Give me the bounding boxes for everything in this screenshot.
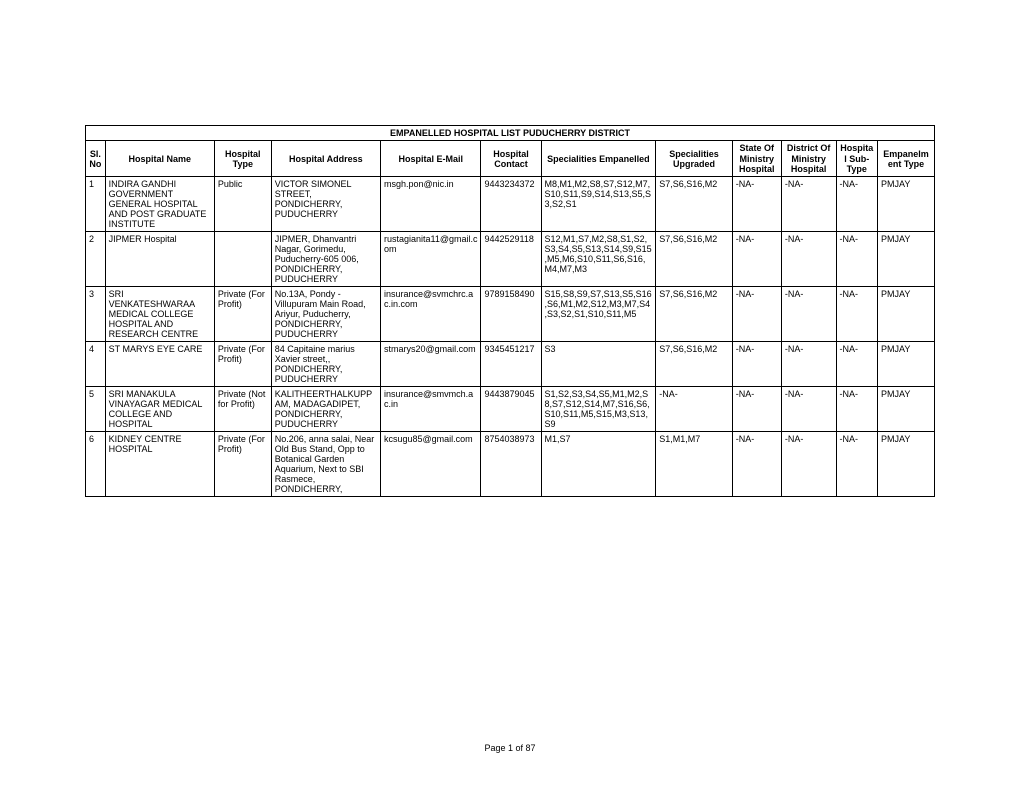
cell-sub-type: -NA- [836,287,878,342]
cell-dist-min: -NA- [781,287,836,342]
col-sl: Sl. No [86,141,106,177]
cell-email: stmarys20@gmail.com [380,342,481,387]
cell-sl: 5 [86,387,106,432]
table-body: 1 INDIRA GANDHI GOVERNMENT GENERAL HOSPI… [86,177,935,497]
cell-sl: 1 [86,177,106,232]
cell-emp-type: PMJAY [878,232,935,287]
cell-dist-min: -NA- [781,177,836,232]
header-row: Sl. No Hospital Name Hospital Type Hospi… [86,141,935,177]
cell-name: ST MARYS EYE CARE [105,342,214,387]
col-type: Hospital Type [214,141,271,177]
cell-sub-type: -NA- [836,387,878,432]
document-page: EMPANELLED HOSPITAL LIST PUDUCHERRY DIST… [0,0,1020,537]
table-row: 3 SRI VENKATESHWARAA MEDICAL COLLEGE HOS… [86,287,935,342]
cell-spec-upg: S1,M1,M7 [656,432,732,497]
col-contact: Hospital Contact [481,141,541,177]
cell-name: JIPMER Hospital [105,232,214,287]
cell-address: VICTOR SIMONEL STREET, PONDICHERRY, PUDU… [271,177,380,232]
cell-spec-emp: S15,S8,S9,S7,S13,S5,S16,S6,M1,M2,S12,M3,… [541,287,656,342]
cell-state-min: -NA- [732,387,781,432]
table-row: 6 KIDNEY CENTRE HOSPITAL Private (For Pr… [86,432,935,497]
cell-name: SRI VENKATESHWARAA MEDICAL COLLEGE HOSPI… [105,287,214,342]
cell-spec-emp: M8,M1,M2,S8,S7,S12,M7,S10,S11,S9,S14,S13… [541,177,656,232]
cell-sub-type: -NA- [836,342,878,387]
cell-email: insurance@svmchrc.ac.in.com [380,287,481,342]
table-row: 2 JIPMER Hospital JIPMER, Dhanvantri Nag… [86,232,935,287]
cell-state-min: -NA- [732,232,781,287]
cell-dist-min: -NA- [781,432,836,497]
cell-dist-min: -NA- [781,387,836,432]
cell-emp-type: PMJAY [878,177,935,232]
cell-emp-type: PMJAY [878,342,935,387]
cell-type: Private (For Profit) [214,432,271,497]
cell-spec-upg: S7,S6,S16,M2 [656,287,732,342]
cell-email: insurance@smvmch.ac.in [380,387,481,432]
cell-sub-type: -NA- [836,232,878,287]
cell-spec-emp: M1,S7 [541,432,656,497]
cell-type: Private (For Profit) [214,342,271,387]
cell-sub-type: -NA- [836,432,878,497]
col-dist-min: District Of Ministry Hospital [781,141,836,177]
cell-state-min: -NA- [732,432,781,497]
cell-emp-type: PMJAY [878,287,935,342]
cell-sl: 2 [86,232,106,287]
cell-spec-upg: S7,S6,S16,M2 [656,232,732,287]
table-title: EMPANELLED HOSPITAL LIST PUDUCHERRY DIST… [86,126,935,141]
cell-spec-emp: S12,M1,S7,M2,S8,S1,S2,S3,S4,S5,S13,S14,S… [541,232,656,287]
cell-name: KIDNEY CENTRE HOSPITAL [105,432,214,497]
cell-address: JIPMER, Dhanvantri Nagar, Gorimedu, Pudu… [271,232,380,287]
cell-contact: 9442529118 [481,232,541,287]
cell-sub-type: -NA- [836,177,878,232]
cell-contact: 9789158490 [481,287,541,342]
table-row: 1 INDIRA GANDHI GOVERNMENT GENERAL HOSPI… [86,177,935,232]
cell-emp-type: PMJAY [878,432,935,497]
cell-email: kcsugu85@gmail.com [380,432,481,497]
cell-contact: 9443234372 [481,177,541,232]
cell-spec-upg: S7,S6,S16,M2 [656,177,732,232]
table-head: EMPANELLED HOSPITAL LIST PUDUCHERRY DIST… [86,126,935,177]
cell-name: INDIRA GANDHI GOVERNMENT GENERAL HOSPITA… [105,177,214,232]
cell-state-min: -NA- [732,342,781,387]
cell-type: Public [214,177,271,232]
col-address: Hospital Address [271,141,380,177]
cell-state-min: -NA- [732,177,781,232]
cell-spec-upg: -NA- [656,387,732,432]
col-state-min: State Of Ministry Hospital [732,141,781,177]
cell-type: Private (For Profit) [214,287,271,342]
cell-dist-min: -NA- [781,342,836,387]
cell-sl: 4 [86,342,106,387]
col-name: Hospital Name [105,141,214,177]
col-spec-emp: Specialities Empanelled [541,141,656,177]
cell-state-min: -NA- [732,287,781,342]
cell-email: msgh.pon@nic.in [380,177,481,232]
cell-contact: 9345451217 [481,342,541,387]
cell-contact: 9443879045 [481,387,541,432]
cell-address: 84 Capitaine marius Xavier street,, POND… [271,342,380,387]
cell-name: SRI MANAKULA VINAYAGAR MEDICAL COLLEGE A… [105,387,214,432]
cell-address: No.13A, Pondy - Villupuram Main Road, Ar… [271,287,380,342]
cell-spec-upg: S7,S6,S16,M2 [656,342,732,387]
table-row: 5 SRI MANAKULA VINAYAGAR MEDICAL COLLEGE… [86,387,935,432]
cell-emp-type: PMJAY [878,387,935,432]
col-emp-type: Empanelment Type [878,141,935,177]
cell-type [214,232,271,287]
cell-email: rustagianita11@gmail.com [380,232,481,287]
cell-spec-emp: S3 [541,342,656,387]
cell-sl: 6 [86,432,106,497]
cell-address: No.206, anna salai, Near Old Bus Stand, … [271,432,380,497]
col-sub-type: Hospital Sub-Type [836,141,878,177]
cell-contact: 8754038973 [481,432,541,497]
table-row: 4 ST MARYS EYE CARE Private (For Profit)… [86,342,935,387]
title-row: EMPANELLED HOSPITAL LIST PUDUCHERRY DIST… [86,126,935,141]
cell-type: Private (Not for Profit) [214,387,271,432]
col-email: Hospital E-Mail [380,141,481,177]
page-number: Page 1 of 87 [0,743,1020,753]
col-spec-upg: Specialities Upgraded [656,141,732,177]
hospital-table: EMPANELLED HOSPITAL LIST PUDUCHERRY DIST… [85,125,935,497]
cell-dist-min: -NA- [781,232,836,287]
cell-spec-emp: S1,S2,S3,S4,S5,M1,M2,S8,S7,S12,S14,M7,S1… [541,387,656,432]
cell-address: KALITHEERTHALKUPPAM, MADAGADIPET, PONDIC… [271,387,380,432]
cell-sl: 3 [86,287,106,342]
